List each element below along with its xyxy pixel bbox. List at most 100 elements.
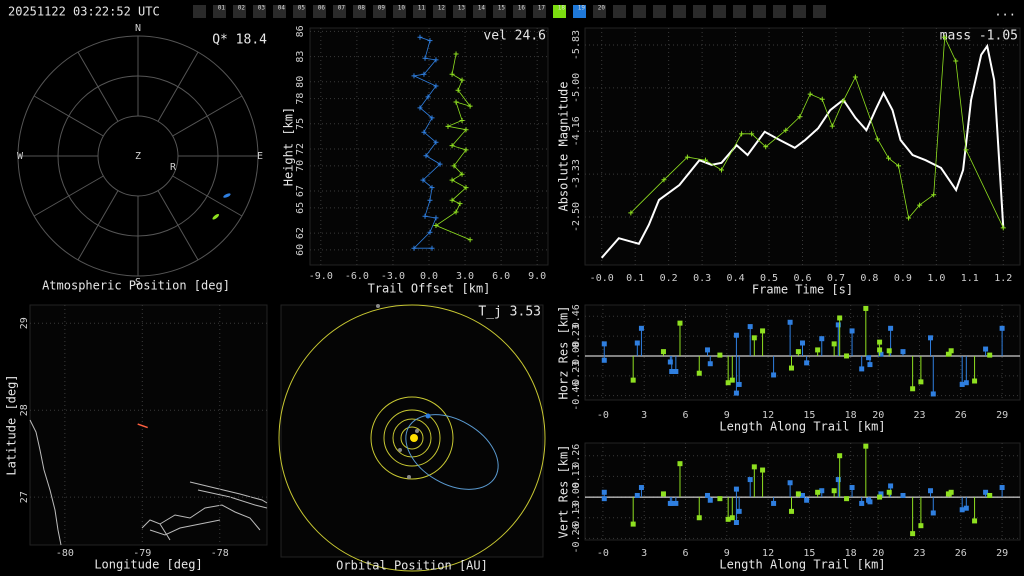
- tab-label[interactable]: 06: [318, 5, 326, 12]
- tab[interactable]: [653, 5, 666, 18]
- x-tick-label: -6.0: [345, 271, 369, 282]
- tab-label[interactable]: 05: [298, 5, 306, 12]
- residual-point: [696, 515, 702, 521]
- tab[interactable]: [633, 5, 646, 18]
- point-marker: [829, 123, 835, 129]
- tab-label[interactable]: 10: [398, 5, 406, 12]
- residual-point: [877, 494, 883, 500]
- tab[interactable]: [713, 5, 726, 18]
- tab[interactable]: [673, 5, 686, 18]
- point-marker: [459, 77, 465, 83]
- tab-label[interactable]: 11: [418, 5, 426, 12]
- tab[interactable]: [613, 5, 626, 18]
- point-marker: [840, 98, 846, 104]
- tab-label[interactable]: 04: [278, 5, 286, 12]
- coast-grand-bahama: [141, 504, 261, 541]
- tab[interactable]: [353, 5, 366, 18]
- tab[interactable]: [253, 5, 266, 18]
- tab[interactable]: [453, 5, 466, 18]
- x-tick-label: 1.0: [927, 273, 945, 284]
- tab-label[interactable]: 18: [558, 5, 566, 12]
- x-tick-label: 20: [872, 410, 884, 421]
- tab-label[interactable]: 15: [498, 5, 506, 12]
- tab-label[interactable]: 03: [258, 5, 266, 12]
- residual-point: [930, 391, 936, 397]
- x-tick-label: 1.2: [994, 273, 1012, 284]
- polar-spoke: [157, 190, 199, 261]
- annotation: Q* 18.4: [212, 33, 267, 48]
- y-tick-label: -0.23: [571, 361, 582, 391]
- tab-label[interactable]: 19: [578, 5, 586, 12]
- point-marker: [661, 177, 667, 183]
- menu-button[interactable]: ...: [994, 5, 1016, 19]
- annotation: mass -1.05: [940, 29, 1018, 44]
- tab-label[interactable]: 08: [358, 5, 366, 12]
- tab[interactable]: [273, 5, 286, 18]
- x-tick-label: -78: [211, 548, 229, 559]
- tab[interactable]: [393, 5, 406, 18]
- tab-label[interactable]: 07: [338, 5, 346, 12]
- y-tick-label: -0.46: [571, 381, 582, 411]
- residual-point: [705, 347, 711, 353]
- tab[interactable]: [773, 5, 786, 18]
- tab[interactable]: [233, 5, 246, 18]
- residual-point: [866, 355, 872, 361]
- tab[interactable]: [493, 5, 506, 18]
- tab[interactable]: [313, 5, 326, 18]
- tab-label[interactable]: 12: [438, 5, 446, 12]
- meteor-track: [137, 423, 148, 429]
- tab[interactable]: [213, 5, 226, 18]
- tab[interactable]: [753, 5, 766, 18]
- x-tick-label: 0.7: [827, 273, 845, 284]
- tab-label[interactable]: 02: [238, 5, 246, 12]
- meteoroid-orbit: [405, 414, 499, 490]
- point-marker: [429, 115, 435, 121]
- tab[interactable]: [733, 5, 746, 18]
- point-marker: [463, 127, 469, 133]
- tab[interactable]: [413, 5, 426, 18]
- tab[interactable]: [513, 5, 526, 18]
- residual-point: [815, 489, 821, 495]
- tab[interactable]: [593, 5, 606, 18]
- point-marker: [411, 73, 417, 79]
- tab[interactable]: [333, 5, 346, 18]
- point-marker: [433, 223, 439, 228]
- tab[interactable]: [553, 5, 566, 18]
- point-marker: [433, 215, 439, 221]
- residual-point: [849, 485, 855, 491]
- point-marker: [459, 117, 465, 123]
- tab[interactable]: [293, 5, 306, 18]
- tab-label[interactable]: 13: [458, 5, 466, 12]
- point-marker: [449, 143, 455, 149]
- tab[interactable]: [533, 5, 546, 18]
- tab-label[interactable]: 17: [538, 5, 546, 12]
- residual-point: [928, 335, 934, 341]
- residual-point: [972, 518, 978, 524]
- tab[interactable]: [193, 5, 206, 18]
- residual-point: [867, 499, 873, 505]
- x-tick-label: 15: [803, 548, 815, 559]
- tab[interactable]: [813, 5, 826, 18]
- x-tick-label: 18: [845, 410, 857, 421]
- tab-label[interactable]: 20: [598, 5, 606, 12]
- residual-point: [673, 369, 679, 374]
- y-axis-label: Latitude [deg]: [5, 374, 19, 475]
- tab-label[interactable]: 14: [478, 5, 486, 12]
- tab[interactable]: [793, 5, 806, 18]
- y-tick-label: 72: [295, 143, 306, 155]
- tab[interactable]: [693, 5, 706, 18]
- residual-point: [638, 325, 644, 331]
- residual-point: [707, 497, 713, 503]
- tab-label[interactable]: 16: [518, 5, 526, 12]
- tab-label[interactable]: 01: [218, 5, 226, 12]
- residual-point: [707, 361, 713, 367]
- tab[interactable]: [433, 5, 446, 18]
- tab[interactable]: [373, 5, 386, 18]
- y-axis-label: Height [km]: [282, 107, 296, 186]
- x-tick-label: -0: [597, 410, 609, 421]
- residual-point: [948, 348, 954, 354]
- tab[interactable]: [473, 5, 486, 18]
- residual-point: [787, 319, 793, 325]
- tab[interactable]: [573, 5, 586, 18]
- tab-label[interactable]: 09: [378, 5, 386, 12]
